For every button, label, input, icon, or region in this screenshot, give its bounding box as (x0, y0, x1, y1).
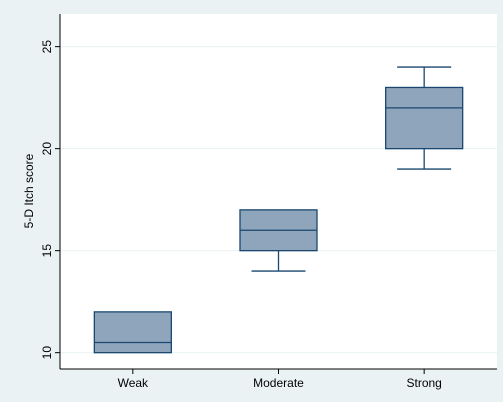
x-tick-label: Strong (406, 376, 441, 390)
y-axis-label: 5-D Itch score (22, 153, 36, 228)
box-weak (93, 311, 172, 354)
y-tick-label: 25 (40, 40, 54, 54)
y-ticks: 10 15 20 25 (40, 40, 60, 360)
box-iqr (385, 86, 464, 150)
y-tick-label: 15 (40, 244, 54, 258)
y-tick-label: 20 (40, 142, 54, 156)
x-tick-label: Weak (118, 376, 149, 390)
x-ticks: Weak Moderate Strong (118, 369, 442, 390)
box-strong (385, 66, 464, 170)
box-moderate (239, 209, 318, 272)
y-tick-label: 10 (40, 346, 54, 360)
x-tick-label: Moderate (253, 376, 304, 390)
boxes-group (93, 66, 464, 354)
box-iqr (93, 311, 172, 354)
